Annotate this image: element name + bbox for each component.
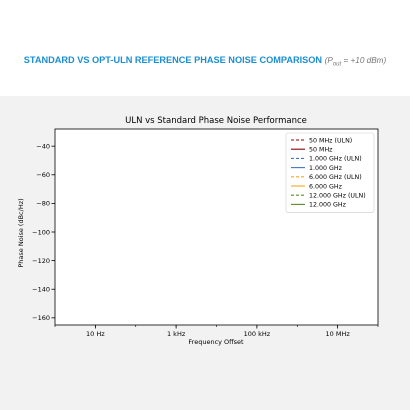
chart-title: ULN vs Standard Phase Noise Performance xyxy=(125,116,307,126)
legend-entry: 1.000 GHz (ULN) xyxy=(309,156,362,163)
x-tick-label: 1 kHz xyxy=(167,330,186,338)
legend-entry: 12.000 GHz xyxy=(309,202,347,209)
y-tick-label: −160 xyxy=(32,314,50,322)
y-tick-label: −120 xyxy=(32,257,50,265)
heading-note: (Pout = +10 dBm) xyxy=(324,56,387,68)
phase-noise-chart: ULN vs Standard Phase Noise Performance … xyxy=(17,116,379,346)
legend-entry: 12.000 GHz (ULN) xyxy=(309,193,366,200)
x-tick-label: 10 MHz xyxy=(326,330,351,338)
legend: 50 MHz (ULN) 50 MHz 1.000 GHz (ULN) 1.000 G… xyxy=(285,132,375,213)
chart-panel: ULN vs Standard Phase Noise Performance … xyxy=(0,96,410,410)
heading-title: STANDARD VS OPT-ULN REFERENCE PHASE NOIS… xyxy=(23,55,323,65)
y-axis-label: Phase Noise (dBc/Hz) xyxy=(17,198,25,267)
y-tick-label: −100 xyxy=(32,228,50,236)
legend-box xyxy=(285,132,375,213)
legend-entry: 1.000 GHz xyxy=(309,165,343,172)
legend-entry: 6.000 GHz (ULN) xyxy=(309,174,362,181)
page-heading: STANDARD VS OPT-ULN REFERENCE PHASE NOIS… xyxy=(0,55,410,68)
x-tick-label: 10 Hz xyxy=(86,330,105,338)
x-tick-label: 100 kHz xyxy=(244,330,271,338)
y-tick-label: −60 xyxy=(36,171,50,179)
legend-entry: 6.000 GHz xyxy=(309,183,343,190)
x-axis-label: Frequency Offset xyxy=(188,338,244,346)
y-tick-label: −80 xyxy=(36,200,50,208)
legend-entry: 50 MHz (ULN) xyxy=(309,137,352,144)
legend-entry: 50 MHz xyxy=(309,147,333,154)
y-tick-label: −140 xyxy=(32,286,50,294)
y-tick-label: −40 xyxy=(36,142,50,150)
